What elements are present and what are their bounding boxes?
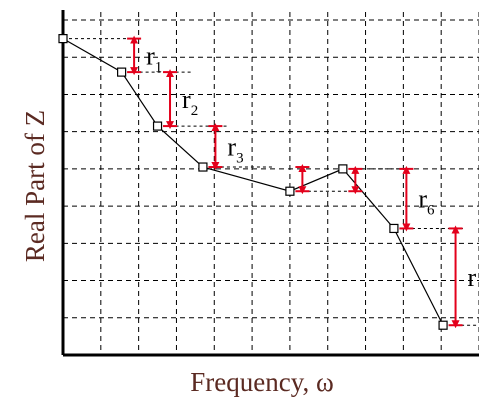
residual-label: r6	[418, 185, 435, 219]
grid-lines	[63, 12, 479, 355]
series-polyline	[62, 38, 444, 326]
data-markers	[58, 34, 448, 330]
y-axis-label: Real Part of Z	[20, 110, 50, 262]
data-point-marker	[198, 162, 208, 172]
residual-label: r	[468, 263, 477, 292]
guide-lines	[63, 38, 479, 326]
data-point-marker	[338, 164, 348, 174]
data-point-marker	[285, 186, 295, 196]
residual-label: r3	[227, 133, 243, 167]
series-line	[62, 38, 444, 326]
residual-label: r2	[182, 85, 198, 119]
data-point-marker	[438, 320, 448, 330]
residual-arrows: r1 r2 r3 r6 r	[127, 35, 477, 329]
data-point-marker	[152, 121, 163, 131]
data-point-marker	[117, 67, 127, 77]
residual-label: r1	[146, 41, 162, 75]
data-point-marker	[58, 34, 68, 44]
axes	[61, 10, 479, 357]
data-point-marker	[389, 223, 399, 234]
x-axis-label: Frequency, ω	[190, 367, 333, 397]
